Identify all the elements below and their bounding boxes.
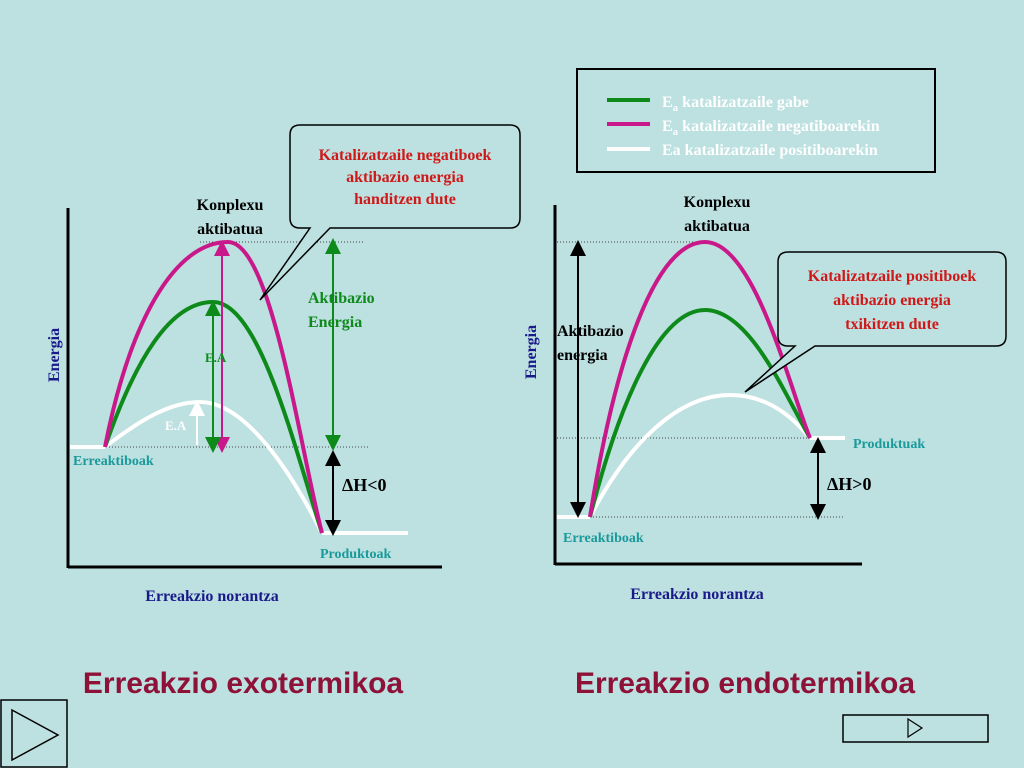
y-axis-label: Energia (46, 328, 63, 382)
curve-none (588, 307, 812, 518)
button-frame (842, 714, 989, 743)
ea-label: E.A (205, 350, 227, 365)
products-label: Produktuak (853, 437, 925, 452)
text-line: aktibazio energia (833, 292, 951, 309)
callout-box (744, 251, 1007, 393)
back-button[interactable] (0, 699, 68, 768)
x-axis-label: Erreakzio norantza (630, 586, 763, 603)
legend-entry: Ea katalizatzaile gabe (662, 94, 809, 114)
text-part: E (662, 94, 673, 111)
legend-box (576, 68, 936, 173)
activation-label: Aktibazio Energia (308, 290, 375, 331)
play-icon (11, 708, 60, 762)
text-part: a (673, 102, 679, 114)
next-button[interactable] (842, 714, 989, 743)
curve-positive (588, 392, 812, 518)
button-frame (0, 699, 68, 768)
text-line: Katalizatzaile positiboek (808, 268, 977, 285)
exothermic-diagram: Katalizatzaile negatiboek aktibazio energ… (46, 124, 521, 700)
x-axis-label: Erreakzio norantza (145, 588, 278, 605)
complex-label: Konplexu aktibatua (197, 197, 264, 238)
text-line: Konplexu (684, 194, 751, 211)
text-line: Konplexu (197, 197, 264, 214)
diagram-title: Erreakzio endotermikoa (575, 667, 915, 700)
diagram-title: Erreakzio exotermikoa (83, 667, 403, 700)
text-line: Aktibazio (308, 290, 375, 307)
legend-entry: Ea katalizatzaile positiboarekin (662, 142, 878, 159)
legend-entry: Ea katalizatzaile negatiboarekin (662, 118, 880, 138)
text-line: aktibazio energia (346, 169, 464, 186)
text-part: katalizatzaile gabe (678, 94, 809, 111)
callout-box (259, 124, 521, 301)
text-part: E (662, 118, 673, 135)
text-part: a (673, 126, 679, 138)
y-axis-label: Energia (523, 325, 540, 379)
text-line: Aktibazio (557, 323, 624, 340)
delta-h: ΔH>0 (827, 474, 872, 494)
reactants-label: Erreaktiboak (73, 454, 154, 469)
text-line: Katalizatzaile negatiboek (319, 147, 492, 164)
products-label: Produktoak (320, 547, 392, 562)
delta-h: ΔH<0 (342, 475, 387, 495)
text-line: energia (557, 347, 608, 364)
text-line: aktibatua (684, 218, 750, 235)
text-part: katalizatzaile negatiboarekin (678, 118, 880, 135)
callout-text: Katalizatzaile negatiboek aktibazio energ… (319, 147, 492, 208)
play-icon (907, 717, 924, 739)
text-line: Energia (308, 314, 362, 331)
ea-label: E.A (165, 418, 187, 433)
text-line: txikitzen dute (845, 316, 939, 333)
text-line: handitzen dute (354, 191, 456, 208)
complex-label: Konplexu aktibatua (684, 194, 751, 235)
activation-label: Aktibazio energia (557, 323, 624, 364)
text-line: aktibatua (197, 221, 263, 238)
reactants-label: Erreaktiboak (563, 531, 644, 546)
callout-text: Katalizatzaile positiboek aktibazio energ… (808, 268, 977, 333)
endothermic-diagram: Ea katalizatzaile gabe Ea katalizatzaile… (523, 68, 1007, 700)
